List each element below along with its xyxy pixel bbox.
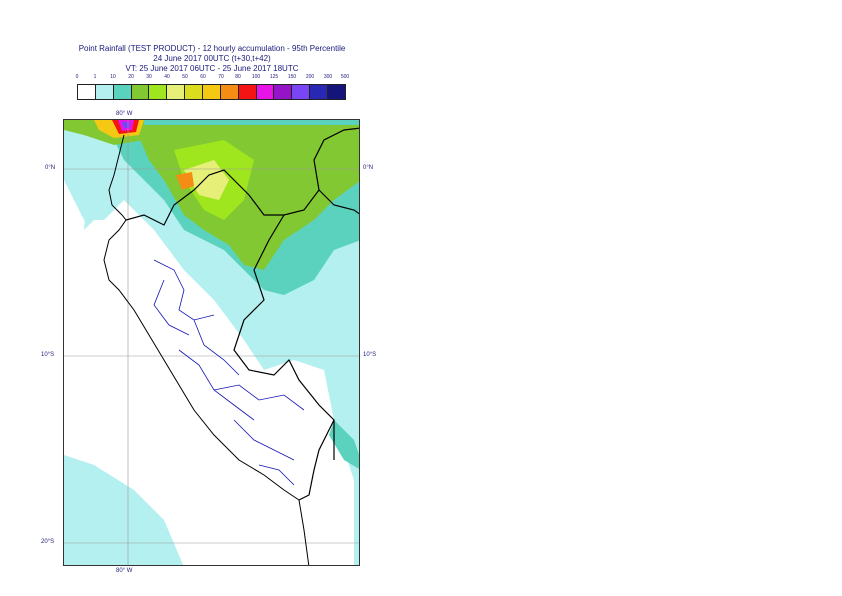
legend-swatch [256, 85, 275, 99]
chart-subtitle-run: 24 June 2017 00UTC (t+30,t+42) [153, 54, 271, 63]
lon-label-top-outer: 80° W [116, 111, 133, 117]
legend-swatch [310, 85, 329, 99]
legend-swatch [203, 85, 221, 99]
lat-label-right-0: 0°N [363, 165, 374, 171]
border-ecuador-peru [125, 127, 359, 226]
border-bolivia-peru [298, 419, 335, 501]
rain-area-light [84, 180, 104, 230]
lat-label-left-20s: 20°S [41, 539, 55, 545]
admin-boundary [213, 384, 305, 411]
legend-label: 10 [110, 74, 116, 80]
admin-boundary [233, 419, 295, 461]
rain-area-yellow [184, 160, 229, 200]
legend-swatch [220, 85, 239, 99]
rain-area-light [64, 455, 184, 565]
legend-label: 100 [251, 74, 261, 80]
legend-swatch [113, 85, 132, 99]
legend-label: 50 [182, 74, 188, 80]
lon-label-bottom: 80° W [116, 568, 133, 574]
legend-label: 1 [93, 74, 97, 80]
admin-boundaries [153, 259, 305, 486]
legend-swatch [131, 85, 150, 99]
chart-title: Point Rainfall (TEST PRODUCT) - 12 hourl… [78, 44, 346, 53]
legend-swatch [238, 85, 257, 99]
legend-label: 40 [164, 74, 170, 80]
chart-subtitle-validity: VT: 25 June 2017 06UTC - 25 June 2017 18… [125, 64, 299, 73]
admin-boundary [193, 319, 240, 376]
legend-swatch [149, 85, 168, 99]
legend-label: 150 [287, 74, 297, 80]
admin-boundary [153, 259, 215, 321]
legend-swatch [95, 85, 114, 99]
legend-label: 20 [128, 74, 134, 80]
legend-labels: 0 1 10 20 30 40 50 60 70 80 100 125 150 … [0, 74, 400, 84]
legend-swatch [78, 85, 96, 99]
border-colombia-peru [318, 189, 359, 215]
color-legend-bar [77, 84, 346, 100]
legend-label: 0 [75, 74, 79, 80]
lat-label-right-10s: 10°S [363, 352, 377, 358]
legend-swatch [185, 85, 204, 99]
admin-boundary [178, 349, 255, 421]
graticule [64, 120, 359, 565]
rain-area-medium [329, 420, 359, 469]
legend-label: 80 [235, 74, 241, 80]
legend-label: 60 [200, 74, 206, 80]
legend-swatch [274, 85, 293, 99]
map-panel: 80° W [63, 119, 360, 566]
legend-label: 500 [340, 74, 350, 80]
country-borders [125, 127, 359, 501]
legend-swatch [167, 85, 186, 99]
legend-label: 200 [305, 74, 315, 80]
admin-boundary [153, 279, 190, 336]
admin-boundary [258, 464, 295, 486]
lat-label-left-0: 0°N [45, 165, 56, 171]
legend-label: 70 [218, 74, 224, 80]
rain-area-orange [176, 172, 194, 190]
lat-label-left-10s: 10°S [41, 352, 55, 358]
legend-swatch [292, 85, 311, 99]
border-brazil-peru [233, 214, 335, 460]
legend-swatch [328, 85, 345, 99]
coastline-path [103, 134, 310, 565]
legend-label: 125 [269, 74, 279, 80]
legend-label: 300 [323, 74, 333, 80]
rainfall-map [64, 120, 359, 565]
legend-label: 30 [146, 74, 152, 80]
coastline [103, 134, 310, 565]
rainfall-field [64, 120, 359, 565]
